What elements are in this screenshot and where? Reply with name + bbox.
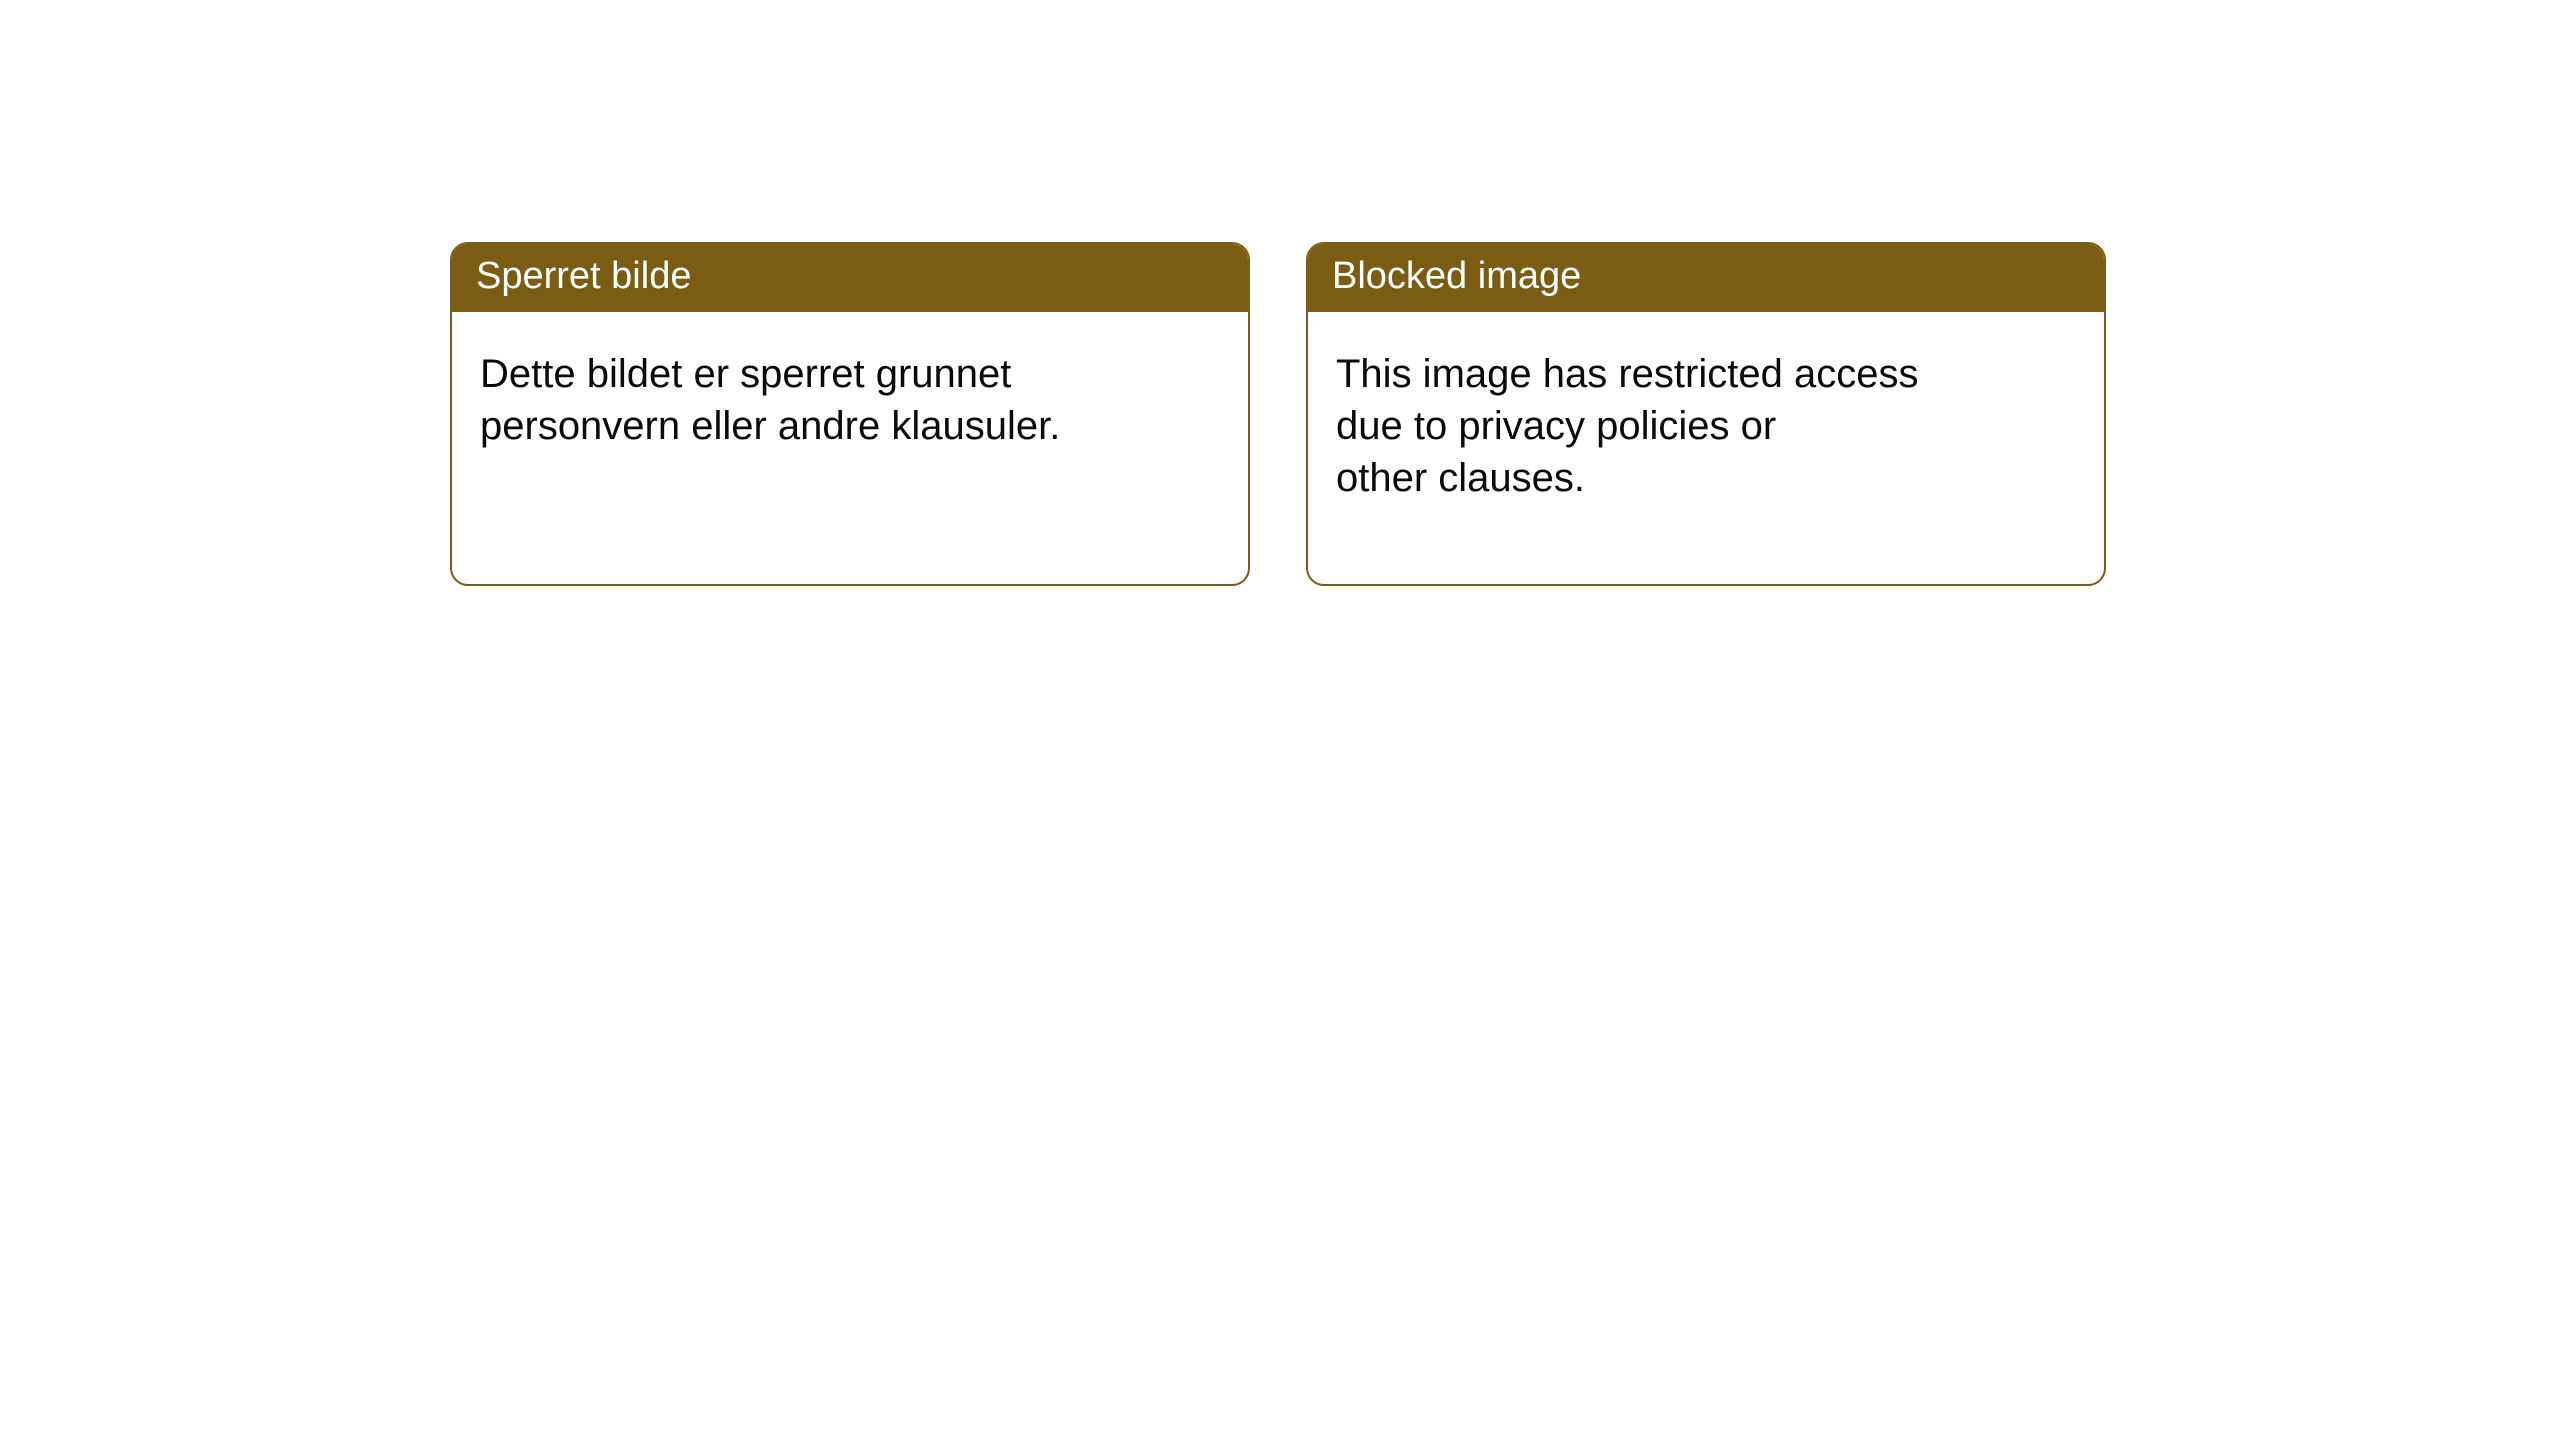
- card-title: Blocked image: [1332, 255, 1581, 297]
- card-title: Sperret bilde: [476, 255, 691, 297]
- card-header: Sperret bilde: [452, 244, 1248, 312]
- card-text: This image has restricted access due to …: [1336, 348, 2076, 504]
- card-text: Dette bildet er sperret grunnet personve…: [480, 348, 1220, 452]
- card-body: Dette bildet er sperret grunnet personve…: [452, 312, 1248, 532]
- card-header: Blocked image: [1308, 244, 2104, 312]
- notice-card-norwegian: Sperret bilde Dette bildet er sperret gr…: [450, 242, 1250, 586]
- notice-cards-container: Sperret bilde Dette bildet er sperret gr…: [450, 242, 2560, 586]
- card-body: This image has restricted access due to …: [1308, 312, 2104, 584]
- notice-card-english: Blocked image This image has restricted …: [1306, 242, 2106, 586]
